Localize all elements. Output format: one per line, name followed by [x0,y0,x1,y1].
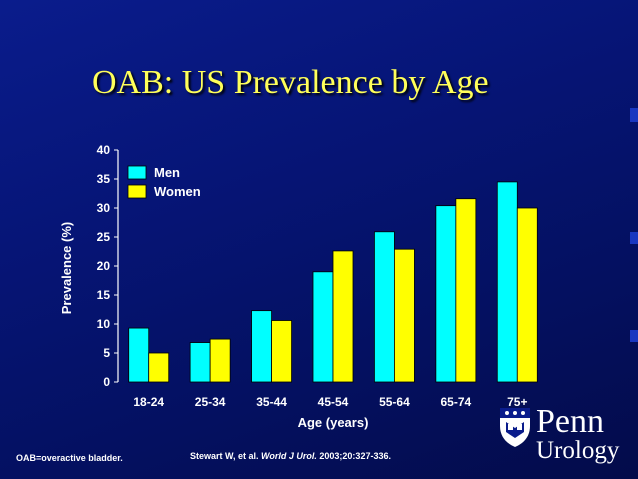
bar-men [435,205,457,383]
bar-men [312,271,334,383]
bar-women [148,352,170,383]
legend-swatch-women [127,184,147,199]
footnote: OAB=overactive bladder. [16,453,123,463]
logo-line2: Urology [536,437,620,464]
x-tick-label: 18-24 [133,395,164,409]
y-tick-label: 0 [103,375,110,389]
x-axis-label: Age (years) [298,415,369,430]
bar-women [455,198,477,383]
citation-authors: Stewart W, et al. [190,451,259,461]
x-tick-label: 25-34 [195,395,226,409]
edge-decoration [630,330,638,342]
legend-label-women: Women [154,184,201,199]
y-axis-label: Prevalence (%) [59,222,74,315]
bar-men [189,342,211,383]
x-tick-label: 65-74 [441,395,472,409]
x-tick-label: 45-54 [318,395,349,409]
legend-swatch-men [127,165,147,180]
y-tick-label: 20 [97,259,111,273]
bar-men [251,310,272,383]
penn-shield-icon [500,408,530,447]
bar-women [516,207,538,383]
x-tick-label: 55-64 [379,395,410,409]
citation-journal: World J Urol. [261,451,317,461]
y-tick-label: 10 [97,317,111,331]
x-tick-label: 35-44 [256,395,287,409]
edge-decoration [630,108,638,122]
citation-details: 2003;20:327-336. [319,451,391,461]
logo-line1: Penn [536,403,604,440]
bar-men [496,181,518,383]
legend-label-men: Men [154,165,180,180]
bar-men [128,327,150,383]
y-tick-label: 15 [97,288,111,302]
slide-title: OAB: US Prevalence by Age [92,64,489,101]
y-tick-label: 35 [97,172,111,186]
bar-women [394,248,415,383]
y-tick-label: 25 [97,230,111,244]
y-tick-label: 5 [103,346,110,360]
y-tick-label: 40 [97,143,111,157]
penn-urology-logo: Penn Urology [498,404,622,468]
y-tick-label: 30 [97,201,111,215]
x-tick-label: 75+ [507,395,527,409]
bar-women [209,338,231,383]
bar-women [271,320,292,383]
bar-women [332,250,354,383]
bar-men [374,231,395,383]
edge-decoration [630,232,638,244]
citation: Stewart W, et al. World J Urol. 2003;20:… [190,451,391,461]
